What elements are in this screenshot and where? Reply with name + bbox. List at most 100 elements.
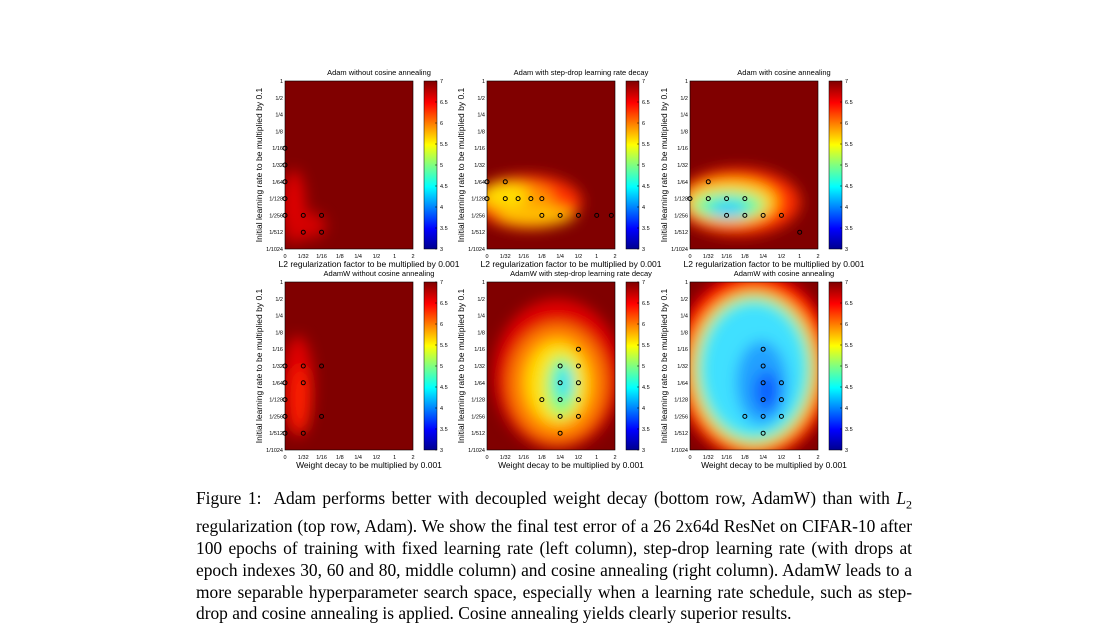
- y-tick-label: 1/64: [474, 180, 485, 186]
- marker: [557, 212, 563, 218]
- colorbar-tick-label: 4.5: [440, 385, 448, 391]
- colorbar-tick-label: 7: [845, 79, 848, 85]
- marker: [778, 212, 784, 218]
- y-tick-label: 1/256: [269, 213, 283, 219]
- x-axis-label: L2 regularization factor to be multiplie…: [684, 259, 865, 269]
- marker: [515, 196, 521, 202]
- panel: Adam with step-drop learning rate decay L…: [456, 68, 662, 269]
- marker: [300, 229, 306, 235]
- marker: [575, 413, 581, 419]
- y-axis-label: Initial learning rate to be multiplied b…: [659, 87, 669, 242]
- y-tick-label: 1: [482, 280, 485, 286]
- marker: [502, 196, 508, 202]
- y-tick-label: 1/32: [272, 364, 283, 370]
- marker: [557, 430, 563, 436]
- marker: [608, 212, 614, 218]
- y-tick-label: 1/64: [272, 180, 283, 186]
- x-tick-label: 1/4: [354, 455, 362, 461]
- y-tick-label: 1/128: [471, 197, 485, 203]
- panel: Adam without cosine annealing L2 regulari…: [254, 68, 460, 269]
- y-tick-label: 1/256: [471, 414, 485, 420]
- marker: [319, 363, 325, 369]
- y-tick-label: 1/16: [272, 146, 283, 152]
- axes-frame: [486, 80, 616, 250]
- panel-title: AdamW with cosine annealing: [734, 269, 834, 278]
- x-tick-label: 1/8: [336, 455, 344, 461]
- y-tick-label: 1/512: [471, 431, 485, 437]
- y-tick-label: 1/256: [674, 213, 688, 219]
- marker: [760, 397, 766, 403]
- y-tick-label: 1/16: [474, 146, 485, 152]
- y-tick-label: 1/64: [677, 381, 688, 387]
- y-tick-label: 1/128: [471, 398, 485, 404]
- marker: [760, 413, 766, 419]
- y-tick-label: 1/16: [677, 146, 688, 152]
- marker: [575, 380, 581, 386]
- y-axis-label: Initial learning rate to be multiplied b…: [254, 288, 264, 443]
- colorbar-tick-label: 4: [845, 406, 848, 412]
- y-tick-label: 1/2: [680, 96, 688, 102]
- colorbar-tick-label: 3.5: [642, 226, 650, 232]
- colorbar-tick-label: 6: [440, 322, 443, 328]
- caption-label: Figure 1:: [196, 488, 262, 508]
- heatmap: [690, 282, 818, 450]
- y-tick-label: 1/8: [680, 129, 688, 135]
- x-tick-label: 2: [411, 455, 414, 461]
- x-tick-label: 0: [283, 254, 286, 260]
- y-tick-label: 1/64: [474, 381, 485, 387]
- x-tick-label: 1: [798, 254, 801, 260]
- caption-math: L: [896, 488, 906, 508]
- colorbar-tick-label: 4: [642, 406, 645, 412]
- x-tick-label: 2: [411, 254, 414, 260]
- y-tick-label: 1/256: [674, 414, 688, 420]
- y-tick-label: 1/4: [680, 314, 688, 320]
- colorbar-tick-label: 3: [845, 247, 848, 253]
- marker: [528, 196, 534, 202]
- x-tick-label: 1/2: [778, 455, 786, 461]
- marker: [575, 212, 581, 218]
- colorbar-tick-label: 3.5: [845, 427, 853, 433]
- x-axis-label: Weight decay to be multiplied by 0.001: [296, 460, 442, 470]
- marker: [575, 346, 581, 352]
- y-axis-label: Initial learning rate to be multiplied b…: [254, 87, 264, 242]
- marker: [575, 363, 581, 369]
- marker: [502, 179, 508, 185]
- y-tick-label: 1/1024: [266, 448, 283, 454]
- colorbar-tick-label: 6.5: [440, 100, 448, 106]
- marker: [742, 196, 748, 202]
- panel-title: Adam with cosine annealing: [737, 68, 830, 77]
- marker: [319, 229, 325, 235]
- heatmap: [487, 81, 615, 249]
- y-tick-label: 1/64: [272, 381, 283, 387]
- colorbar-tick-label: 5.5: [845, 142, 853, 148]
- x-tick-label: 1/8: [741, 455, 749, 461]
- marker: [300, 380, 306, 386]
- y-tick-label: 1/128: [269, 197, 283, 203]
- y-tick-label: 1/8: [275, 129, 283, 135]
- colorbar-tick-label: 3.5: [642, 427, 650, 433]
- colorbar-tick-label: 6: [440, 121, 443, 127]
- y-tick-label: 1/8: [477, 330, 485, 336]
- y-tick-label: 1/1024: [671, 448, 688, 454]
- x-tick-label: 1/2: [575, 254, 583, 260]
- y-tick-label: 1: [685, 280, 688, 286]
- marker: [778, 380, 784, 386]
- marker: [742, 212, 748, 218]
- x-tick-label: 1/8: [538, 254, 546, 260]
- y-tick-label: 1/32: [677, 163, 688, 169]
- x-tick-label: 2: [816, 455, 819, 461]
- y-tick-label: 1/2: [680, 297, 688, 303]
- colorbar-tick-label: 7: [642, 280, 645, 286]
- x-axis-label: Weight decay to be multiplied by 0.001: [701, 460, 847, 470]
- colorbar-tick-label: 6: [845, 322, 848, 328]
- marker: [594, 212, 600, 218]
- colorbar-tick-label: 6.5: [642, 100, 650, 106]
- x-tick-label: 1/32: [298, 254, 309, 260]
- x-tick-label: 1/16: [316, 254, 327, 260]
- marker: [557, 397, 563, 403]
- colorbar-tick-label: 3: [642, 247, 645, 253]
- colorbar-tick-label: 5.5: [440, 142, 448, 148]
- y-tick-label: 1/16: [677, 347, 688, 353]
- caption-text: regularization (top row, Adam). We show …: [196, 516, 912, 624]
